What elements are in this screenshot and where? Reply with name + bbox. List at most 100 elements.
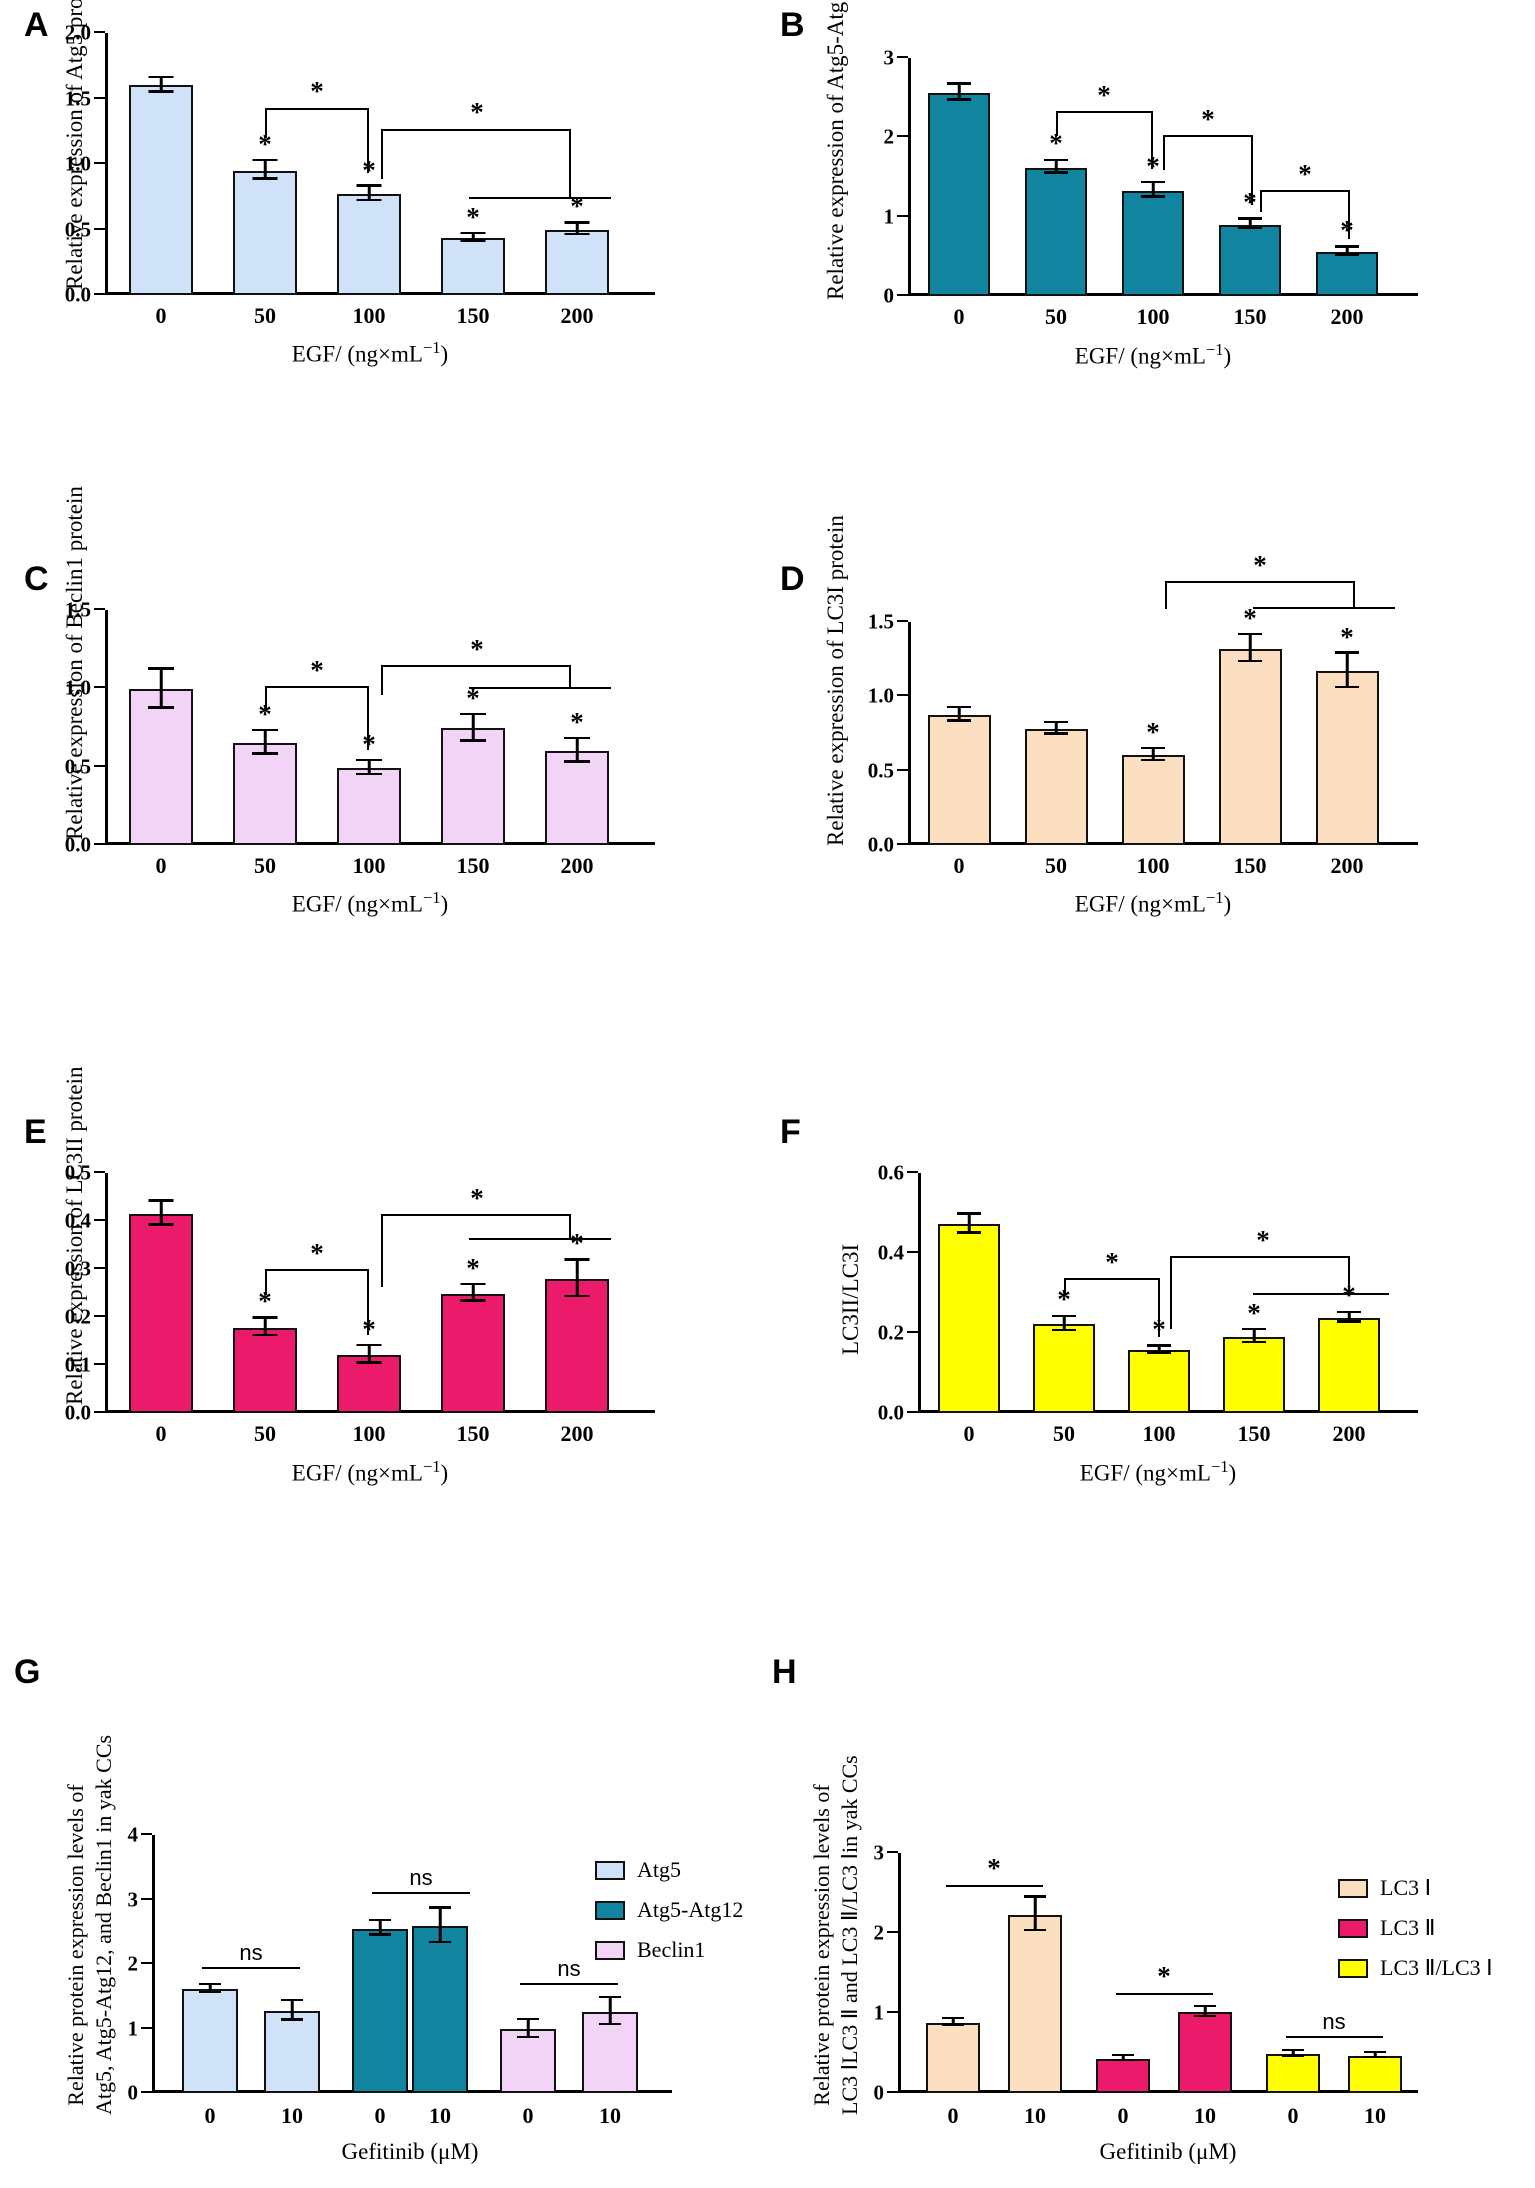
panel-b-comparison-bracket (1163, 135, 1253, 137)
panel-e-bar (441, 1293, 505, 1413)
panel-f-comparison-bracket (1170, 1256, 1350, 1258)
panel-b-ytick-label: 2 (883, 124, 895, 149)
panel-a-errorcap (252, 158, 278, 162)
panel-d-xcat: 50 (1045, 853, 1067, 878)
panel-d-errorcap (1335, 651, 1359, 654)
panel-c-sig-star: * (258, 699, 272, 729)
panel-d-errorcap (1141, 746, 1165, 750)
panel-a-comparison-star: * (470, 97, 484, 127)
panel-g-errorbar (608, 1998, 612, 2026)
panel-c-errorbar (159, 669, 163, 709)
panel-e-bar (545, 1279, 609, 1413)
panel-a-sig-star: * (258, 129, 272, 159)
panel-h-xcat: 0 (1117, 2103, 1129, 2128)
panel-c-errorcap (356, 772, 382, 776)
panel-c-comparison-bracket (381, 665, 383, 695)
panel-f-xcat: 150 (1237, 1421, 1271, 1446)
panel-b-sig-star: * (1146, 151, 1160, 181)
panel-g-errorbar (378, 1921, 382, 1936)
panel-d-errorbar (1345, 653, 1349, 689)
panel-c-sig-star: * (362, 729, 376, 759)
panel-h-errorcap (1364, 2050, 1386, 2054)
legend-item: LC3 Ⅱ/LC3 Ⅰ (1338, 1955, 1493, 1981)
legend-label: Atg5 (637, 1857, 681, 1882)
panel-h-y-axis-title-line2: LC3 ⅠLC3 Ⅱ and LC3 Ⅱ/LC3 Ⅰin yak CCs (836, 1755, 862, 2115)
panel-c-tick (94, 843, 105, 845)
panel-d-ytick-label: 1.0 (867, 683, 894, 708)
panel-g-errorcap (199, 1990, 221, 1994)
panel-d-xcat: 150 (1233, 853, 1267, 878)
panel-c-xcat: 200 (560, 853, 594, 878)
panel-b-errorcap (1044, 158, 1068, 162)
panel-a-errorbar (263, 161, 267, 180)
panel-f-comparison-bracket (1253, 1293, 1389, 1295)
panel-g-tick (141, 2026, 152, 2029)
legend-label: Beclin1 (637, 1937, 706, 1962)
panel-f-errorcap (1147, 1351, 1171, 1354)
panel-b-errorcap (1335, 253, 1359, 256)
panel-a-errorbar (471, 234, 475, 242)
panel-f-ytick-label: 0.0 (877, 1400, 904, 1425)
panel-d-sig-star: * (1146, 717, 1160, 747)
panel-e-bar (129, 1213, 193, 1413)
panel-g-errorcap (369, 1918, 391, 1922)
panel-f-y-axis (918, 1173, 921, 1413)
panel-a-ytick-label: 1.5 (64, 86, 91, 110)
legend-swatch-atg5-atg12 (595, 1900, 625, 1920)
panel-g-ytick-label: 2 (127, 1951, 139, 1976)
panel-h: H Relative protein expression levels of … (768, 1645, 1535, 2188)
panel-g-errorbar (290, 2001, 294, 2021)
panel-e-xcat: 50 (254, 1421, 276, 1446)
legend-item: LC3 Ⅰ (1338, 1875, 1493, 1901)
panel-f-tick (907, 1171, 918, 1173)
panel-f-tick (907, 1411, 918, 1413)
panel-h-x-axis-title: Gefitinib (μM) (1099, 2139, 1237, 2164)
panel-a-x-axis-title: EGF/ (ng×mL−1) (291, 338, 449, 367)
legend-swatch-beclin1 (595, 1940, 625, 1960)
panel-e-bar (233, 1327, 297, 1413)
panel-g-tick (141, 2091, 152, 2093)
panel-g-bar (352, 1928, 408, 2093)
panel-h-xcat: 0 (1287, 2103, 1299, 2128)
panel-h-comparison-bracket (946, 1885, 1043, 1887)
panel-d-ytick-label: 1.5 (867, 609, 894, 634)
panel-g-bar (500, 2029, 556, 2093)
panel-b-errorbar (1345, 247, 1349, 256)
panel-h-bar (1178, 2012, 1232, 2093)
panel-d-tick (897, 768, 908, 771)
panel-h-y-axis (898, 1853, 901, 2093)
panel-b-comparison-bracket (1348, 190, 1350, 239)
panel-b-bar (1122, 190, 1184, 296)
panel-c-errorcap (564, 760, 590, 763)
panel-f-bar (938, 1224, 1000, 1413)
panel-e-errorbar (263, 1318, 267, 1337)
panel-a-xcat: 150 (456, 303, 490, 328)
panel-g-ns-label: ns (557, 1956, 581, 1981)
panel-h-y-axis-title: Relative protein expression levels of LC… (808, 1755, 863, 2115)
panel-f-comparison-star: * (1105, 1247, 1119, 1277)
panel-c-bar (545, 751, 609, 845)
panel-d-errorcap (1335, 685, 1359, 689)
panel-a-errorcap (356, 184, 382, 187)
panel-c-comparison-star: * (310, 655, 324, 685)
panel-d-y-axis (908, 622, 911, 845)
panel-h-errorcap (1194, 2014, 1216, 2017)
panel-b-errorcap (1238, 217, 1262, 220)
panel-a-ytick-label: 2.0 (64, 20, 91, 45)
panel-b-errorbar (1054, 161, 1058, 174)
panel-e-comparison-bracket (367, 1269, 369, 1335)
panel-f-errorbar (1062, 1317, 1066, 1332)
panel-h-errorcap (1194, 2004, 1216, 2008)
panel-b-sig-star: * (1049, 128, 1063, 158)
panel-f-ytick-label: 0.6 (877, 1160, 904, 1185)
panel-g-errorcap (517, 2017, 539, 2021)
panel-d-ytick-label: 0.0 (867, 832, 894, 857)
legend-swatch-lc3-i (1338, 1878, 1368, 1898)
panel-c-sig-star: * (570, 707, 584, 737)
panel-a-bar (545, 229, 609, 295)
panel-h-ytick-label: 3 (873, 1840, 885, 1865)
panel-b-comparison-bracket (1056, 111, 1153, 113)
panel-d-tick (897, 620, 908, 622)
panel-f-letter: F (780, 1113, 801, 1151)
panel-b-bar (928, 92, 990, 296)
